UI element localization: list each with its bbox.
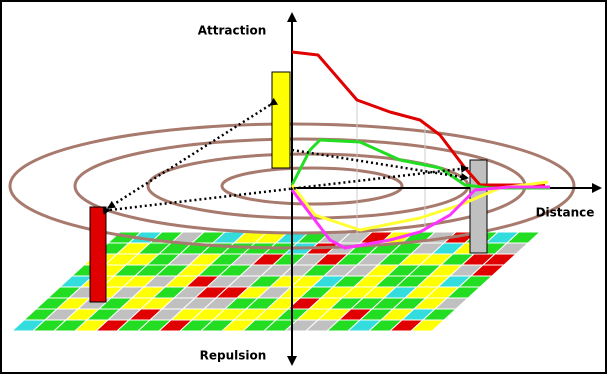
- page: Attraction Distance Repulsion (() => { c…: [0, 0, 607, 374]
- bar-red: [90, 207, 106, 302]
- label-attraction: Attraction: [198, 24, 267, 38]
- label-repulsion: Repulsion: [200, 349, 267, 363]
- bar-yellow: [272, 72, 290, 168]
- label-distance: Distance: [536, 206, 595, 220]
- bar-gray: [470, 160, 487, 253]
- diagram: Attraction Distance Repulsion: [0, 0, 607, 374]
